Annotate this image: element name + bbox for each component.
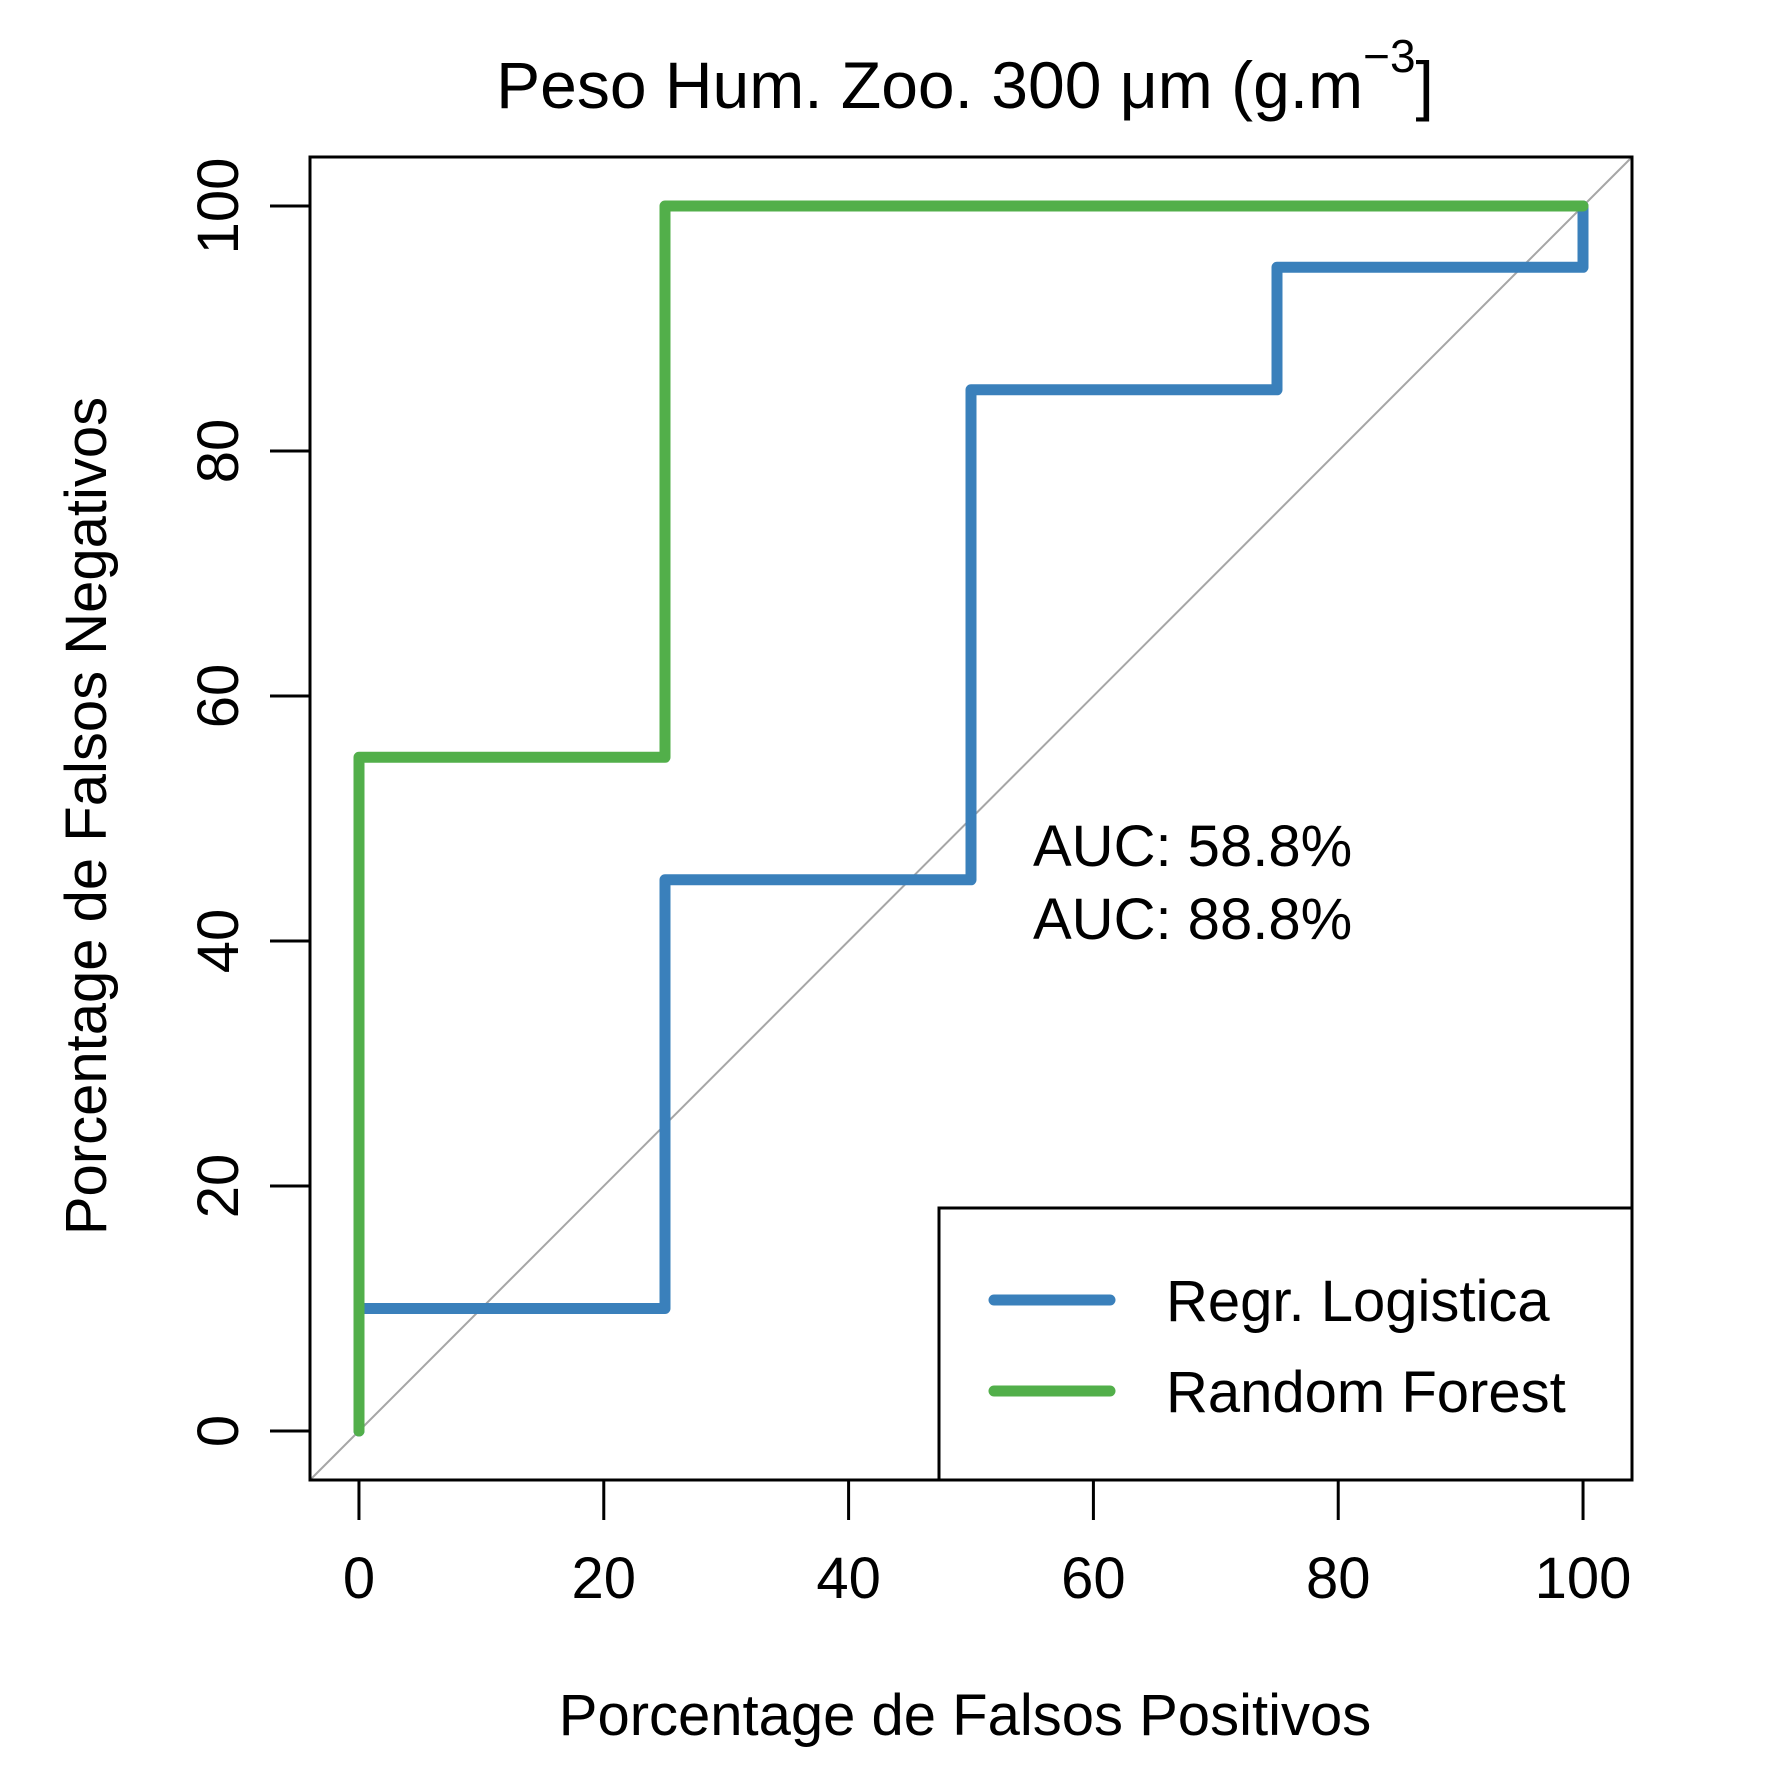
chart-title-main: Peso Hum. Zoo. 300 μm (g.m [496, 48, 1363, 122]
x-tick-label: 80 [1306, 1546, 1371, 1611]
x-tick-label: 40 [816, 1546, 881, 1611]
chart-title-suffix: ] [1416, 48, 1434, 122]
auc-annotation-2: AUC: 88.8% [1033, 887, 1352, 952]
y-tick-label: 80 [186, 419, 251, 484]
chart-title: Peso Hum. Zoo. 300 μm (g.m−3] [496, 30, 1434, 122]
y-tick-label: 100 [186, 158, 251, 255]
x-axis: 0 20 40 60 80 100 [343, 1480, 1632, 1611]
legend-label-random-forest: Random Forest [1166, 1360, 1566, 1425]
y-tick-label: 40 [186, 909, 251, 974]
auc-annotation-1: AUC: 58.8% [1033, 814, 1352, 879]
y-axis-label: Porcentage de Falsos Negativos [54, 397, 119, 1235]
y-tick-label: 60 [186, 664, 251, 729]
series-layer [353, 200, 1589, 1437]
x-tick-label: 60 [1061, 1546, 1126, 1611]
series-line-regr-logistica [353, 200, 1589, 1437]
y-tick-label: 0 [186, 1415, 251, 1447]
y-axis: 0 20 40 60 80 100 [186, 158, 310, 1447]
x-tick-label: 100 [1535, 1546, 1632, 1611]
chart-title-superscript: −3 [1363, 30, 1415, 82]
x-tick-label: 20 [572, 1546, 637, 1611]
x-tick-label: 0 [343, 1546, 375, 1611]
legend: Regr. Logistica Random Forest [937, 1206, 1634, 1482]
legend-box [937, 1206, 1634, 1482]
series-line-random-forest [353, 200, 1589, 1437]
legend-label-regr-logistica: Regr. Logistica [1166, 1269, 1550, 1334]
y-tick-label: 20 [186, 1154, 251, 1219]
x-axis-label: Porcentage de Falsos Positivos [559, 1683, 1371, 1748]
